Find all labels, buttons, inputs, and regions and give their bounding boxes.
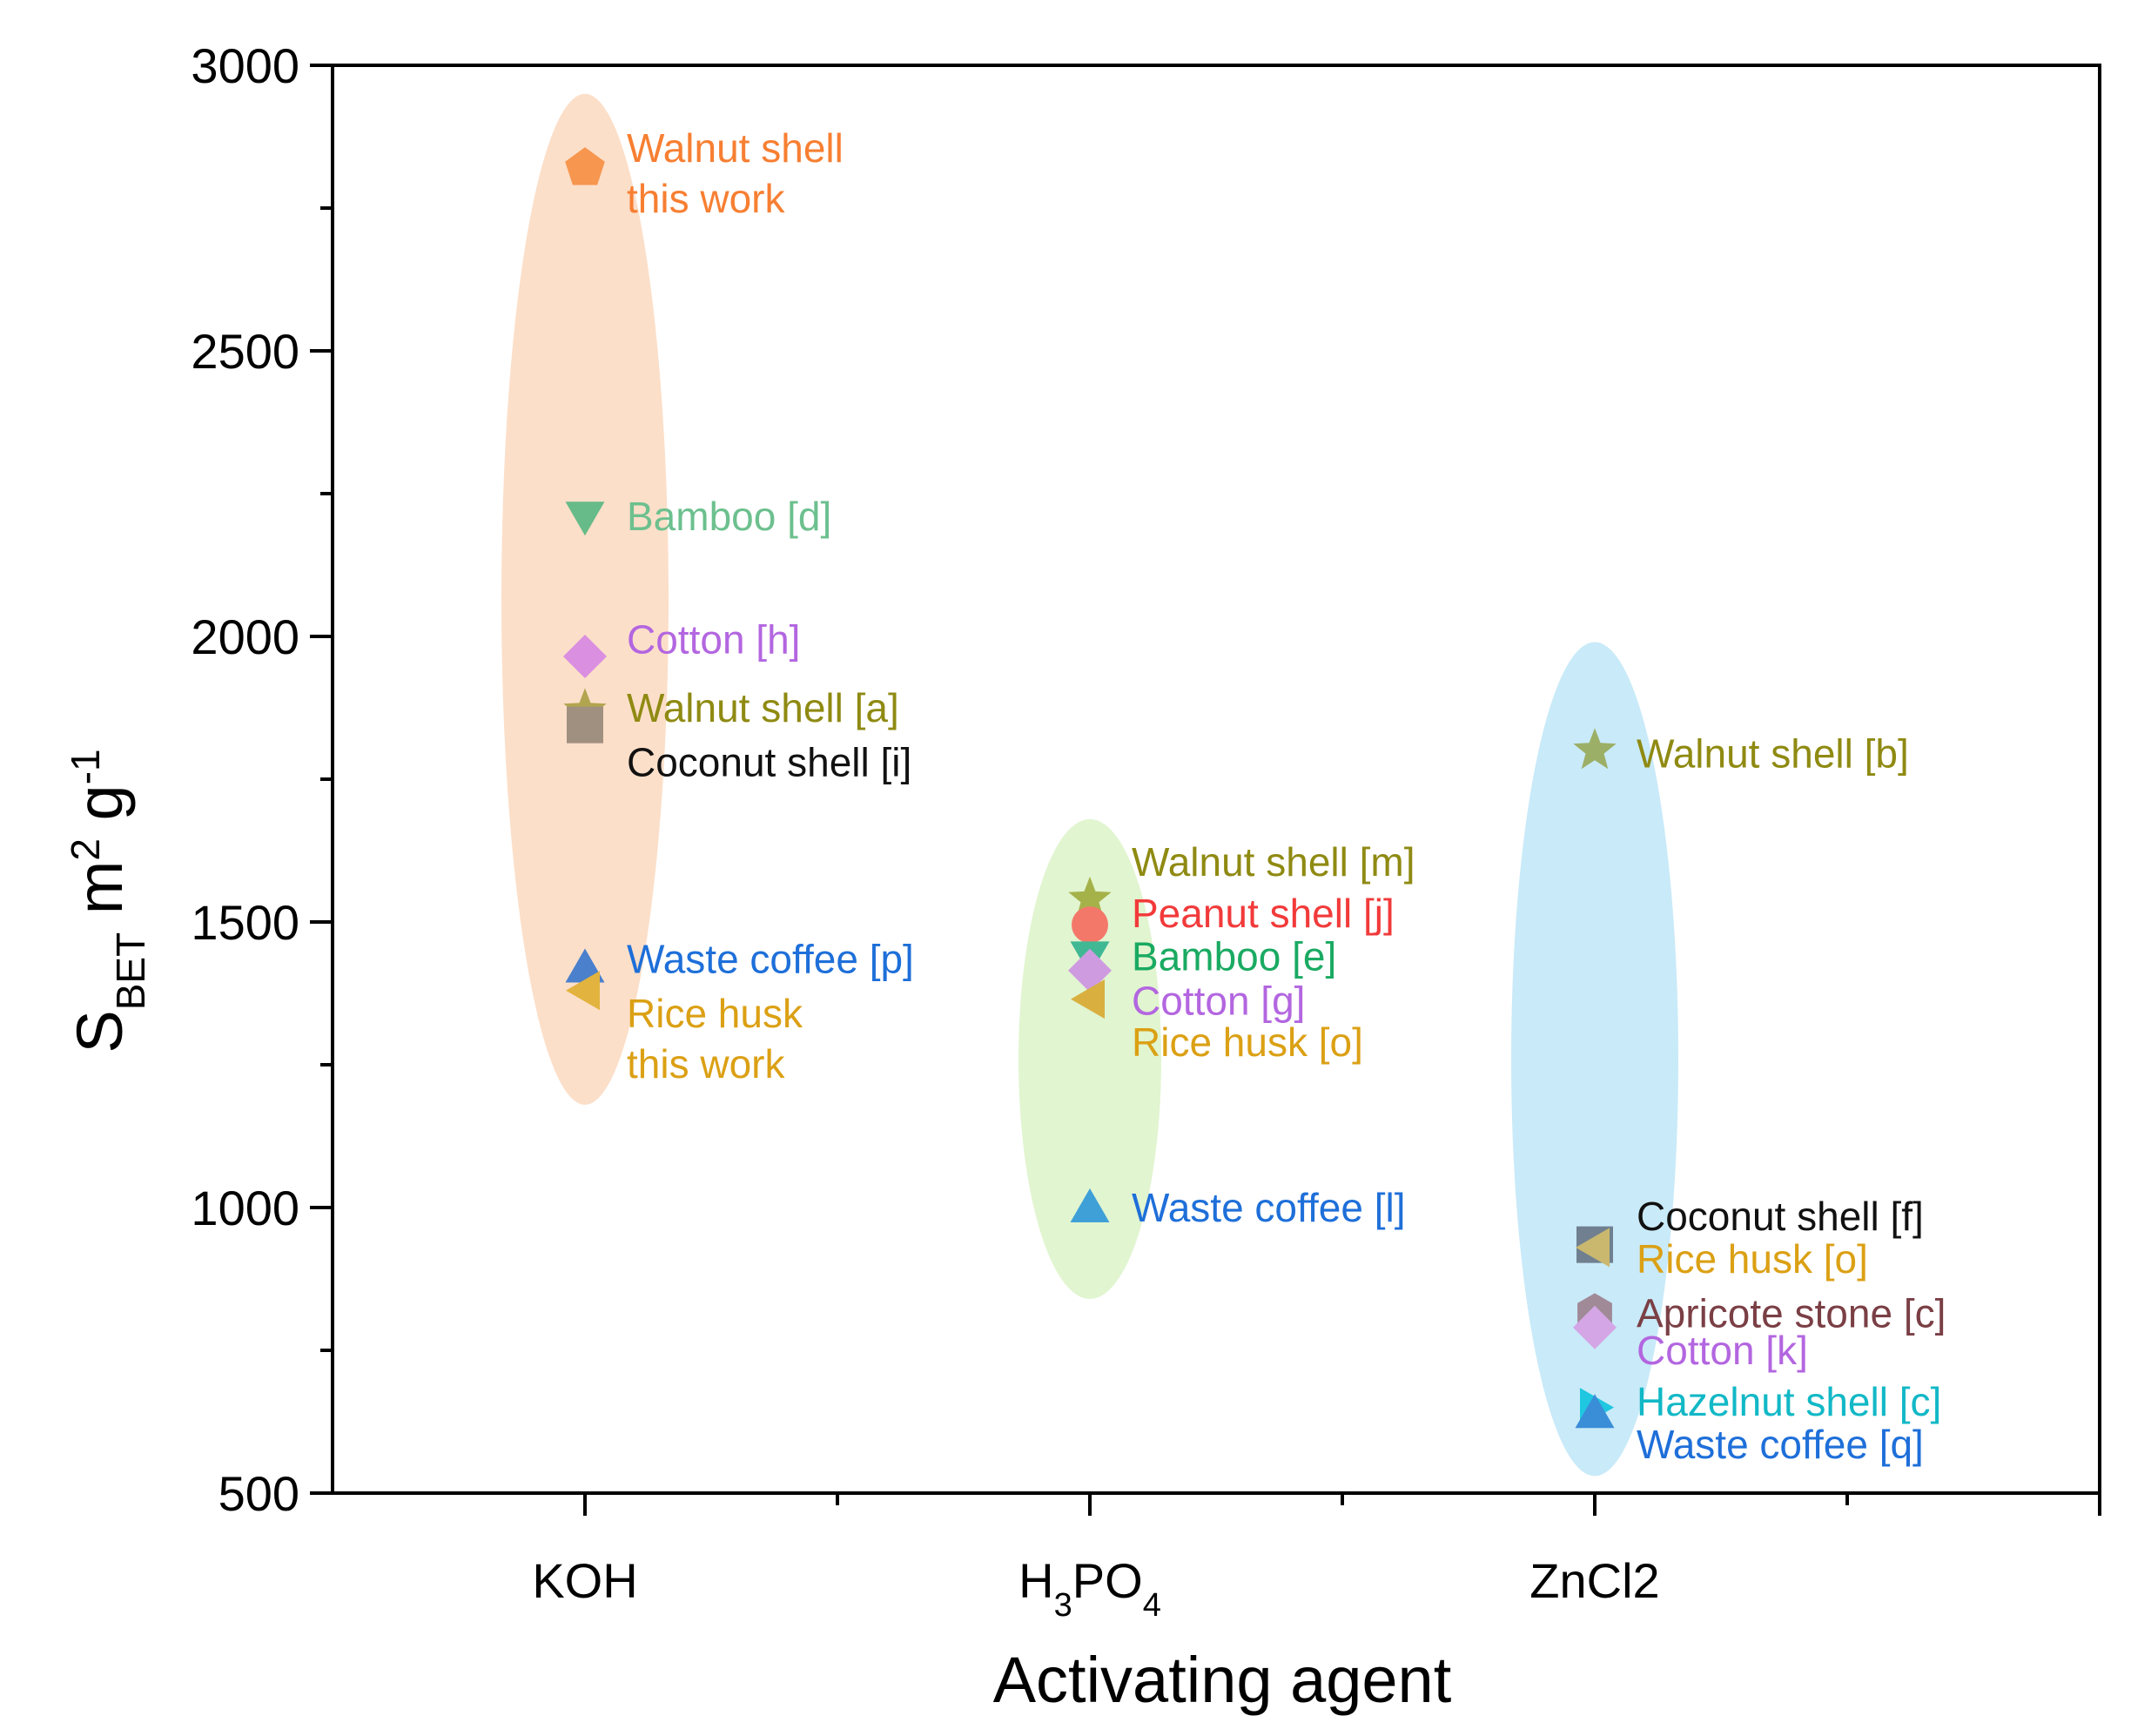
group-ellipse-koh [501, 93, 669, 1105]
data-label-waste-coffee-q-zncl2: Waste coffee [q] [1637, 1422, 1924, 1467]
data-label-hazelnut-shell-c-zncl2: Hazelnut shell [c] [1637, 1379, 1941, 1424]
data-label-coconut-shell-f-zncl2: Coconut shell [f] [1637, 1194, 1924, 1239]
data-point-rice-husk-o-zncl2 [1576, 1228, 1610, 1268]
data-point-rice-husk-o-h3po4 [1071, 979, 1105, 1019]
y-tick-label: 1000 [191, 1181, 299, 1235]
data-label-peanut-shell-j-h3po4: Peanut shell [j] [1132, 891, 1395, 936]
data-label-walnut-shell-a-koh: Walnut shell [a] [627, 685, 899, 730]
data-point-peanut-shell-j-h3po4 [1072, 906, 1108, 944]
y-tick-label: 1500 [191, 895, 299, 950]
group-ellipse-h3po4 [1018, 818, 1161, 1299]
data-label-walnut-shell-koh: Walnut shell this work [627, 125, 844, 221]
category-group-ellipses [501, 93, 1678, 1477]
data-label-cotton-k-zncl2: Cotton [k] [1637, 1328, 1808, 1373]
data-label-apricote-stone-c-zncl2: Apricote stone [c] [1637, 1290, 1946, 1336]
axes: 500 1000 1500 2000 2500 3000 KOH H3PO4 ZnCl2 [191, 38, 2101, 1624]
data-point-waste-coffee-l-h3po4 [1070, 1188, 1110, 1222]
data-label-coconut-shell-i-koh: Coconut shell [i] [627, 739, 911, 784]
y-tick-label: 3000 [191, 38, 299, 93]
data-label-waste-coffee-l-h3po4: Waste coffee [l] [1132, 1185, 1405, 1230]
data-label-waste-coffee-p-koh: Waste coffee [p] [627, 937, 914, 982]
data-label-walnut-shell-m-h3po4: Walnut shell [m] [1132, 839, 1415, 885]
data-point-walnut-shell-koh [565, 147, 605, 185]
data-label-rice-husk-o-h3po4: Rice husk [o] [1132, 1019, 1363, 1065]
axis-titles: Activating agent SBET m2 g-1 [63, 749, 1452, 1716]
data-label-walnut-shell-b-zncl2: Walnut shell [b] [1637, 730, 1909, 776]
data-point-cotton-g-h3po4 [1068, 948, 1112, 992]
x-axis-title: Activating agent [993, 1644, 1452, 1716]
data-labels: Walnut shell this work Bamboo [d] Cotton [h… [627, 125, 1946, 1467]
y-axis-title: SBET m2 g-1 [63, 749, 153, 1053]
group-ellipse-zncl2 [1511, 642, 1678, 1477]
data-point-rice-husk-koh [566, 971, 600, 1011]
x-tick-label-h3po4: H3PO4 [1018, 1553, 1161, 1624]
data-point-cotton-h-koh [563, 635, 607, 678]
data-point-cotton-k-zncl2 [1573, 1305, 1617, 1349]
data-point-walnut-shell-m-h3po4 [1068, 876, 1112, 918]
data-point-walnut-shell-b-zncl2 [1573, 728, 1617, 770]
x-tick-label-zncl2: ZnCl2 [1529, 1553, 1659, 1608]
data-label-bamboo-d-koh: Bamboo [d] [627, 494, 831, 539]
data-label-rice-husk-o-zncl2: Rice husk [o] [1637, 1236, 1868, 1282]
y-tick-label: 500 [218, 1466, 299, 1521]
data-point-waste-coffee-q-zncl2 [1575, 1394, 1615, 1429]
data-point-bamboo-d-koh [565, 501, 605, 536]
data-label-cotton-g-h3po4: Cotton [g] [1132, 979, 1305, 1024]
data-point-coconut-shell-i-koh [567, 706, 603, 744]
y-tick-label: 2500 [191, 324, 299, 379]
data-label-bamboo-e-h3po4: Bamboo [e] [1132, 933, 1336, 979]
data-points [563, 147, 1617, 1429]
x-tick-label-koh: KOH [532, 1553, 637, 1608]
data-label-rice-husk-koh: Rice husk this work [627, 991, 803, 1087]
data-label-cotton-h-koh: Cotton [h] [627, 616, 800, 662]
y-tick-label: 2000 [191, 609, 299, 664]
